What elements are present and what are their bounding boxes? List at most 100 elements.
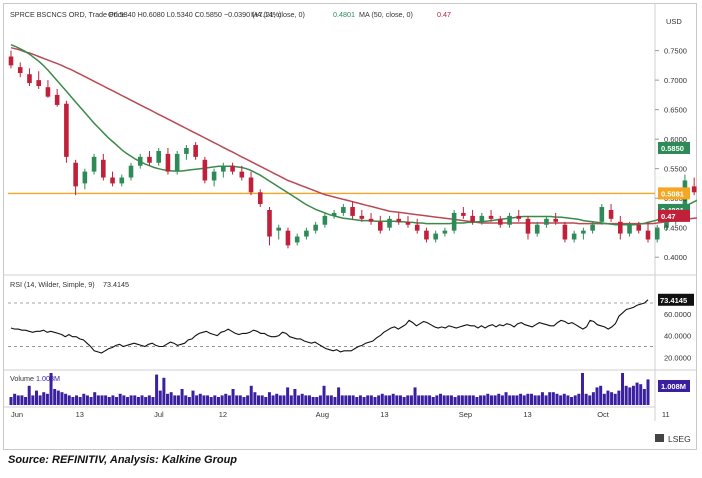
volume-bar [56,390,60,405]
volume-bar [639,384,643,405]
candle-body [581,230,586,234]
price-badge-label: 0.5850 [661,144,684,153]
volume-bar [566,395,570,405]
candle-body [285,230,291,246]
volume-value-badge: 1.008M [658,380,690,392]
volume-bar [577,393,581,405]
volume-bar [464,395,468,405]
source-caption: Source: REFINITIV, Analysis: Kalkine Gro… [8,454,238,466]
candle [507,212,512,228]
candle [27,68,32,87]
volume-bar [420,395,424,405]
candle-body [211,171,217,181]
time-axis-label: Aug [316,410,329,419]
candle-body [433,233,438,240]
price-badge-label: 0.47 [661,212,676,221]
volume-bar [220,395,224,405]
candle-body [368,218,374,222]
volume-bar [67,395,71,405]
volume-bar [64,393,68,405]
volume-bar [173,395,177,405]
candle-body [618,221,623,234]
candle [442,227,448,237]
volume-bar [580,373,584,405]
price-tick-label: 0.4500 [664,224,687,233]
volume-bar [176,395,180,405]
volume-bar [38,395,42,405]
candle-body [156,150,162,163]
volume-panel: 1.008M [9,373,690,405]
volume-bar [209,397,213,405]
price-badge-bg [658,209,690,222]
candle-body [424,230,429,240]
volume-bar [133,395,137,405]
candle [276,224,282,240]
candle-body [36,80,41,87]
candle-body [377,221,383,231]
volume-bar [351,395,355,405]
volume-bar [333,397,337,405]
volume-bar [337,387,341,405]
candle [64,100,69,163]
candle-body [137,156,143,166]
volume-bar [631,385,635,405]
volume-bar [482,395,486,405]
candle-body [257,192,263,205]
candle [174,150,180,175]
candle [202,156,208,184]
volume-bar [93,392,97,405]
candle [36,71,41,89]
candle [221,162,226,178]
candle [110,171,115,187]
candle [257,189,263,208]
price-badge: 0.47 [658,209,690,222]
candle [470,209,475,225]
volume-bar [471,395,475,405]
volume-bar [82,393,86,405]
candle [359,209,365,222]
candle [193,142,198,160]
volume-bar [45,393,49,405]
candle [387,215,392,231]
candle-body [82,171,88,184]
volume-bar [355,397,359,405]
volume-bar [42,392,46,405]
candle-body [276,227,282,231]
volume-bar [522,395,526,405]
candle-body [451,212,457,231]
candle-body [571,233,577,240]
volume-bar [191,390,195,405]
volume-bar [13,393,17,405]
volume-bar [417,395,421,405]
candle-body [627,224,632,234]
ma50-line [10,46,697,225]
volume-bar [413,387,417,405]
candle-body [73,162,78,187]
candle [534,221,540,237]
rsi-badge-label: 73.4145 [660,296,687,305]
candle-body [313,224,318,231]
volume-bar [486,393,490,405]
volume-bar [78,397,82,405]
volume-bar [380,393,384,405]
volume-bar [613,393,617,405]
candle [451,209,457,234]
volume-bar [53,389,57,405]
volume-bar [202,395,206,405]
header-ma50-value: 0.47 [437,10,451,19]
volume-bar [442,395,446,405]
volume-bar [166,393,170,405]
candle [516,209,522,222]
time-axis: Jun 13 Jul 12 Aug 13 Sep 13 Oct 11 [11,410,670,419]
candle-body [645,230,651,240]
volume-bar [406,395,410,405]
candle [73,159,78,196]
candle-body [184,148,189,154]
volume-bar [526,393,530,405]
volume-bar [235,395,239,405]
volume-bar [100,395,104,405]
candle [350,201,355,219]
volume-bar [71,397,75,405]
grid-lines [3,3,697,421]
rsi-badge-bg [658,293,694,306]
